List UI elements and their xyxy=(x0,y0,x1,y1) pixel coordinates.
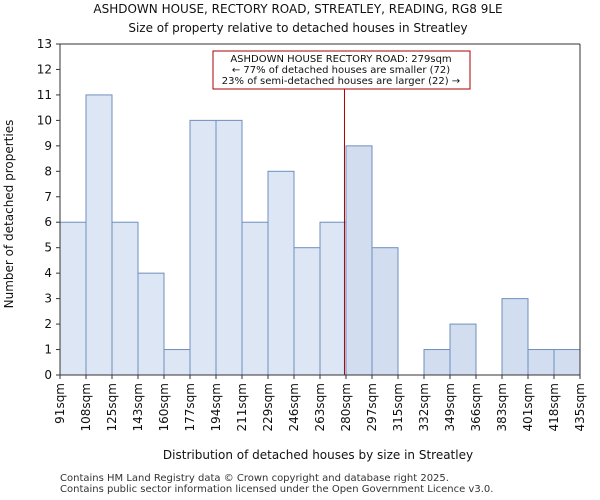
bar-160sqm xyxy=(163,349,191,376)
x-tick-label: 177sqm xyxy=(183,383,197,431)
y-tick-label: 4 xyxy=(44,266,52,280)
chart-title: ASHDOWN HOUSE, RECTORY ROAD, STREATLEY, … xyxy=(93,2,502,16)
x-tick-label: 143sqm xyxy=(131,383,145,431)
x-tick-label: 332sqm xyxy=(417,383,431,431)
x-tick-label: 125sqm xyxy=(105,383,119,431)
y-tick-label: 9 xyxy=(44,139,52,153)
x-tick-label: 435sqm xyxy=(573,383,587,431)
x-tick-label: 349sqm xyxy=(443,383,457,431)
y-tick-label: 13 xyxy=(37,37,52,51)
footer-licence: Contains public sector information licen… xyxy=(60,484,494,495)
bar-177sqm xyxy=(189,119,217,376)
y-tick-label: 10 xyxy=(37,113,52,127)
annotation-line-2: ← 77% of detached houses are smaller (72… xyxy=(232,65,450,76)
x-tick-label: 383sqm xyxy=(495,383,509,431)
x-ticks: 91sqm 108sqm 125sqm 143sqm 160sqm 177sqm 194sq… xyxy=(53,375,587,431)
bar-297sqm xyxy=(371,247,399,376)
y-tick-label: 11 xyxy=(37,88,52,102)
footer-copyright: Contains HM Land Registry data © Crown c… xyxy=(60,473,449,484)
chart-subtitle: Size of property relative to detached ho… xyxy=(128,21,467,35)
y-tick-label: 3 xyxy=(44,292,52,306)
y-tick-label: 2 xyxy=(44,317,52,331)
y-axis-label: Number of detached properties xyxy=(2,120,16,309)
bar-280sqm xyxy=(345,145,373,376)
x-tick-label: 418sqm xyxy=(547,383,561,431)
y-tick-label: 12 xyxy=(37,62,52,76)
bar-194sqm xyxy=(215,119,243,376)
x-axis-label: Distribution of detached houses by size … xyxy=(163,448,473,462)
x-tick-label: 160sqm xyxy=(157,383,171,431)
bar-418sqm xyxy=(553,349,581,376)
bar-263sqm xyxy=(319,221,347,376)
x-tick-label: 91sqm xyxy=(53,383,67,424)
x-tick-label: 194sqm xyxy=(209,383,223,431)
x-tick-label: 401sqm xyxy=(521,383,535,431)
bar-401sqm xyxy=(527,349,555,376)
x-tick-label: 315sqm xyxy=(391,383,405,431)
y-tick-label: 7 xyxy=(44,190,52,204)
x-tick-label: 280sqm xyxy=(339,383,353,431)
bar-349sqm xyxy=(449,323,477,376)
bar-246sqm xyxy=(293,247,321,376)
x-tick-label: 246sqm xyxy=(287,383,301,431)
bar-143sqm xyxy=(137,272,165,376)
x-tick-label: 108sqm xyxy=(79,383,93,431)
x-tick-label: 297sqm xyxy=(365,383,379,431)
y-tick-label: 5 xyxy=(44,241,52,255)
y-tick-label: 0 xyxy=(44,368,52,382)
y-tick-label: 6 xyxy=(44,215,52,229)
bar-383sqm xyxy=(501,298,529,376)
y-tick-label: 8 xyxy=(44,164,52,178)
annotation-line-1: ASHDOWN HOUSE RECTORY ROAD: 279sqm xyxy=(230,54,451,65)
y-tick-label: 1 xyxy=(44,343,52,357)
x-tick-label: 229sqm xyxy=(261,383,275,431)
annotation-line-3: 23% of semi-detached houses are larger (… xyxy=(222,76,460,87)
bar-332sqm xyxy=(423,349,451,376)
bar-108sqm xyxy=(85,94,113,376)
bar-229sqm xyxy=(267,170,295,376)
annotation-box: ASHDOWN HOUSE RECTORY ROAD: 279sqm ← 77%… xyxy=(212,50,471,90)
annotation-frame xyxy=(212,50,471,90)
bar-91sqm xyxy=(59,221,87,376)
bars-group xyxy=(59,94,581,376)
x-tick-label: 211sqm xyxy=(235,383,249,431)
x-tick-label: 366sqm xyxy=(469,383,483,431)
bar-211sqm xyxy=(241,221,269,376)
x-tick-label: 263sqm xyxy=(313,383,327,431)
bar-125sqm xyxy=(111,221,139,376)
